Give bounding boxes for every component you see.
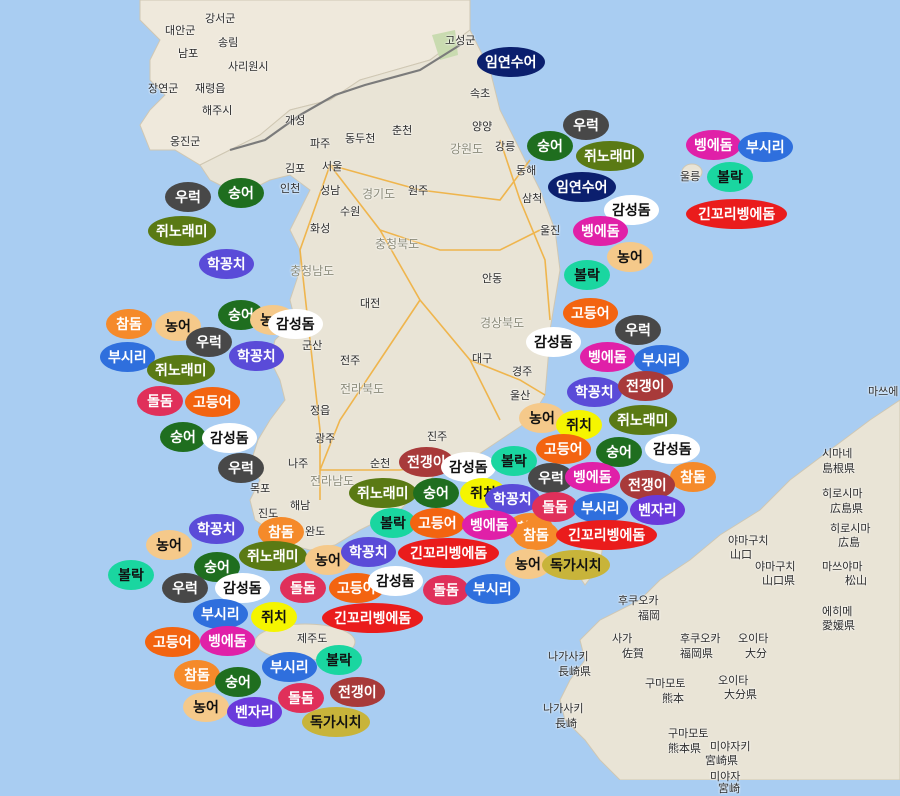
place-label: 宮崎 [718,782,740,795]
fish-marker[interactable]: 볼락 [491,446,537,476]
fish-marker[interactable]: 볼락 [370,508,416,538]
fish-marker[interactable]: 농어 [505,549,551,579]
fish-marker[interactable]: 참돔 [106,309,152,339]
fish-marker[interactable]: 볼락 [108,560,154,590]
fish-marker[interactable]: 우럭 [615,315,661,345]
fish-marker[interactable]: 긴꼬리벵에돔 [322,603,424,633]
fish-marker[interactable]: 돌돔 [137,386,183,416]
fish-marker[interactable]: 부시리 [193,599,248,629]
fish-marker[interactable]: 독가시치 [302,707,370,737]
fish-marker[interactable]: 벵에돔 [686,130,741,160]
fish-marker[interactable]: 우럭 [218,453,264,483]
fish-marker[interactable]: 학꽁치 [567,377,622,407]
fish-marker[interactable]: 우럭 [186,327,232,357]
fish-marker[interactable]: 쥐노래미 [349,478,417,508]
fish-marker[interactable]: 숭어 [215,667,261,697]
fish-marker[interactable]: 고등어 [536,434,591,464]
fish-marker[interactable]: 부시리 [465,574,520,604]
fish-marker[interactable]: 우럭 [563,110,609,140]
fish-marker[interactable]: 참돔 [670,462,716,492]
fish-marker[interactable]: 전갱이 [618,371,673,401]
fish-marker[interactable]: 쥐노래미 [148,216,216,246]
fish-marker[interactable]: 전갱이 [330,677,385,707]
ulleung-island [681,163,703,181]
fish-marker[interactable]: 숭어 [413,478,459,508]
fish-marker[interactable]: 부시리 [100,342,155,372]
fish-marker[interactable]: 긴꼬리벵에돔 [556,520,658,550]
fish-marker[interactable]: 고등어 [145,627,200,657]
fish-marker[interactable]: 농어 [146,530,192,560]
fish-marker[interactable]: 임연수어 [477,47,545,77]
fish-marker[interactable]: 돌돔 [532,492,578,522]
fish-marker[interactable]: 참돔 [513,520,559,550]
fish-marker[interactable]: 우럭 [528,463,574,493]
fish-marker[interactable]: 학꽁치 [199,249,254,279]
fish-marker[interactable]: 쥐치 [251,602,297,632]
national-park [432,30,458,60]
fish-marker[interactable]: 돌돔 [278,683,324,713]
fish-marker[interactable]: 고등어 [410,508,465,538]
map-canvas[interactable] [0,0,900,780]
fish-marker[interactable]: 농어 [607,242,653,272]
fish-marker[interactable]: 쥐노래미 [609,405,677,435]
fish-marker[interactable]: 숭어 [160,422,206,452]
fish-marker[interactable]: 벵에돔 [565,462,620,492]
fish-marker[interactable]: 돌돔 [423,575,469,605]
fish-marker[interactable]: 감성돔 [645,434,700,464]
fish-marker[interactable]: 임연수어 [548,172,616,202]
fish-marker[interactable]: 돌돔 [280,573,326,603]
japan-land [559,399,900,780]
fish-marker[interactable]: 볼락 [316,645,362,675]
fish-marker[interactable]: 부시리 [573,493,628,523]
fish-marker[interactable]: 감성돔 [368,566,423,596]
fish-marker[interactable]: 벵에돔 [462,510,517,540]
fish-marker[interactable]: 감성돔 [202,423,257,453]
fish-marker[interactable]: 감성돔 [268,309,323,339]
fish-marker[interactable]: 고등어 [563,298,618,328]
fish-marker[interactable]: 쥐노래미 [239,541,307,571]
fish-marker[interactable]: 부시리 [738,132,793,162]
fish-marker[interactable]: 감성돔 [215,573,270,603]
fish-marker[interactable]: 쥐노래미 [147,355,215,385]
fish-marker[interactable]: 벵에돔 [200,626,255,656]
fish-marker[interactable]: 농어 [183,692,229,722]
fish-marker[interactable]: 참돔 [174,660,220,690]
fish-marker[interactable]: 감성돔 [604,195,659,225]
fish-marker[interactable]: 감성돔 [526,327,581,357]
fish-marker[interactable]: 벤자리 [227,697,282,727]
fish-marker[interactable]: 긴꼬리벵에돔 [686,199,788,229]
fish-marker[interactable]: 숭어 [218,178,264,208]
fish-marker[interactable]: 학꽁치 [485,484,540,514]
fish-marker[interactable]: 숭어 [527,131,573,161]
fish-marker[interactable]: 고등어 [185,387,240,417]
fish-marker[interactable]: 학꽁치 [189,514,244,544]
fish-marker[interactable]: 우럭 [165,182,211,212]
fish-marker[interactable]: 긴꼬리벵에돔 [398,538,500,568]
fish-marker[interactable]: 감성돔 [441,452,496,482]
dmz-border [229,44,461,152]
fish-marker[interactable]: 우럭 [162,573,208,603]
fish-marker[interactable]: 부시리 [634,345,689,375]
fish-marker[interactable]: 볼락 [707,162,753,192]
fish-marker[interactable]: 쥐노래미 [576,141,644,171]
fish-marker[interactable]: 부시리 [262,652,317,682]
fish-marker[interactable]: 볼락 [564,260,610,290]
fish-marker[interactable]: 벵에돔 [580,342,635,372]
fish-marker[interactable]: 숭어 [596,437,642,467]
road-network [299,139,551,500]
fish-marker[interactable]: 학꽁치 [341,537,396,567]
fish-marker[interactable]: 독가시치 [542,550,610,580]
fish-marker[interactable]: 벤자리 [630,495,685,525]
fish-marker[interactable]: 벵에돔 [573,216,628,246]
fish-marker[interactable]: 학꽁치 [229,341,284,371]
